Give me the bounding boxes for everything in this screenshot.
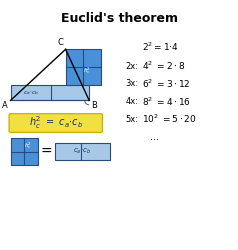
Text: C: C	[58, 38, 64, 47]
Text: $h_c^2\ =\ c_a{\cdot}c_b$: $h_c^2\ =\ c_a{\cdot}c_b$	[29, 115, 83, 132]
Text: 2x:: 2x:	[126, 62, 139, 70]
Text: $c_a{\cdot}c_b$: $c_a{\cdot}c_b$	[73, 147, 91, 156]
Text: $4^2\ = 2 \cdot 8$: $4^2\ = 2 \cdot 8$	[142, 60, 185, 72]
Text: A: A	[2, 102, 8, 110]
Bar	[10, 85, 89, 100]
Text: 3x:: 3x:	[126, 79, 139, 88]
Bar	[55, 143, 110, 160]
Text: =: =	[40, 144, 52, 158]
Text: Euclid's theorem: Euclid's theorem	[61, 12, 178, 25]
Bar	[66, 49, 101, 85]
Bar	[10, 138, 38, 165]
Text: 5x:: 5x:	[126, 114, 139, 124]
Text: $6^2\ = 3 \cdot 12$: $6^2\ = 3 \cdot 12$	[142, 78, 191, 90]
Text: $10^2\ = 5 \cdot 20$: $10^2\ = 5 \cdot 20$	[142, 113, 197, 125]
Text: $h_c^2$: $h_c^2$	[83, 66, 91, 76]
Text: 4x:: 4x:	[126, 97, 139, 106]
Text: $2^2 = 1{\cdot}4$: $2^2 = 1{\cdot}4$	[142, 40, 179, 52]
Text: ...: ...	[149, 132, 159, 142]
Text: B: B	[91, 102, 97, 110]
Text: $8^2\ = 4 \cdot 16$: $8^2\ = 4 \cdot 16$	[142, 95, 191, 108]
Text: $h_c^2$: $h_c^2$	[25, 141, 32, 152]
FancyBboxPatch shape	[9, 114, 102, 132]
Text: $c_a{\cdot}c_b$: $c_a{\cdot}c_b$	[23, 88, 39, 96]
